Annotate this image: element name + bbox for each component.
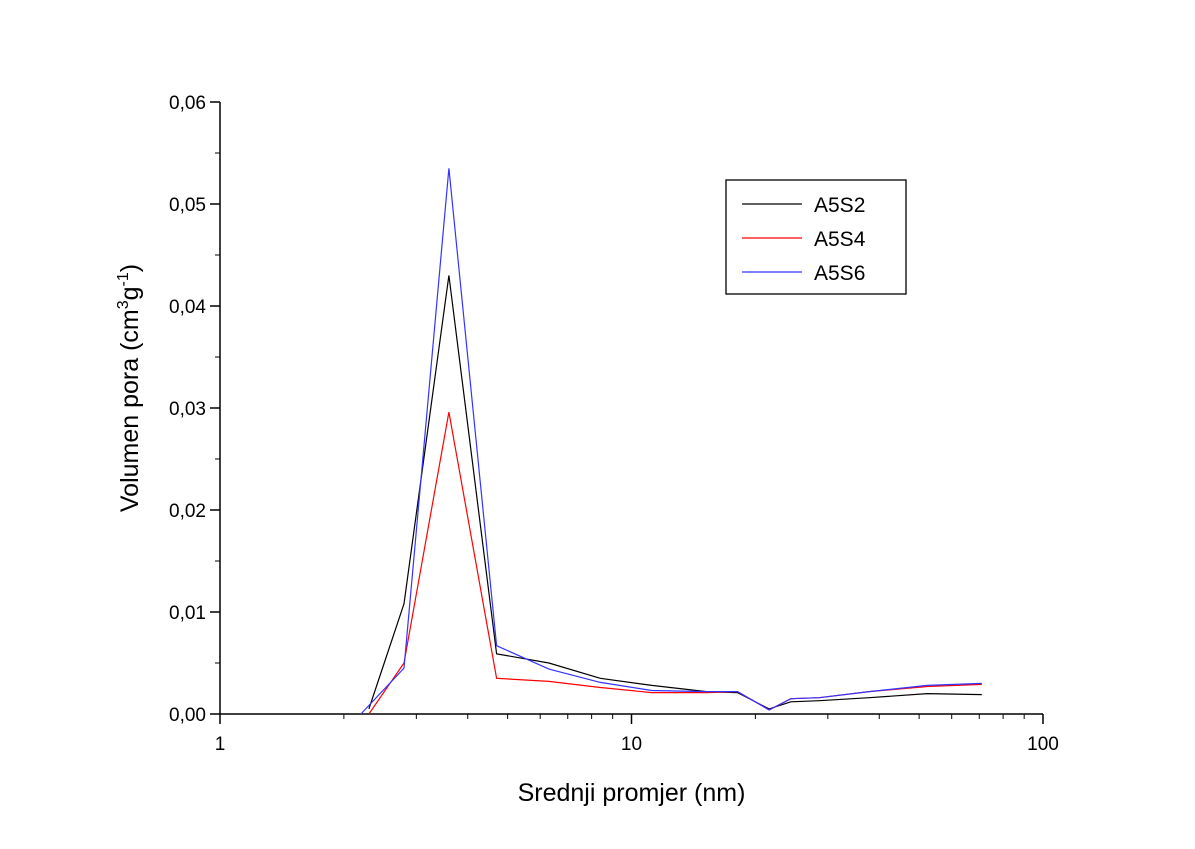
x-tick-label: 1 xyxy=(215,734,226,755)
y-axis-ticks: 0,00 0,01 0,02 0,03 0,04 0,05 0,06 xyxy=(169,93,220,726)
y-axis-title-mid: g xyxy=(116,286,144,300)
y-axis-title-main: Volumen pora (cm xyxy=(116,309,144,512)
y-tick-label: 0,05 xyxy=(169,195,206,216)
y-tick-label: 0,06 xyxy=(169,93,206,114)
legend-box xyxy=(725,179,907,295)
x-axis-ticks: 1 10 100 xyxy=(215,714,1059,755)
series-line-a5s6 xyxy=(360,168,982,715)
legend-label-a5s2: A5S2 xyxy=(814,194,865,217)
x-tick-label: 100 xyxy=(1027,734,1059,755)
x-axis-title: Srednji promjer (nm) xyxy=(518,779,746,807)
y-axis-title: Volumen pora (cm3g-1) xyxy=(115,264,144,512)
y-axis-title-sup2: -1 xyxy=(115,272,132,286)
legend: A5S2 A5S4 A5S6 xyxy=(725,179,907,295)
y-axis-title-sup1: 3 xyxy=(115,300,132,309)
x-tick-label: 10 xyxy=(621,734,642,755)
series-lines xyxy=(360,168,982,715)
y-tick-label: 0,03 xyxy=(169,399,206,420)
y-tick-label: 0,01 xyxy=(169,603,206,624)
legend-label-a5s6: A5S6 xyxy=(814,262,865,285)
y-tick-label: 0,02 xyxy=(169,501,206,522)
y-axis-title-close: ) xyxy=(116,264,144,272)
legend-label-a5s4: A5S4 xyxy=(814,228,866,251)
y-tick-label: 0,00 xyxy=(169,705,206,726)
y-tick-label: 0,04 xyxy=(169,297,206,318)
